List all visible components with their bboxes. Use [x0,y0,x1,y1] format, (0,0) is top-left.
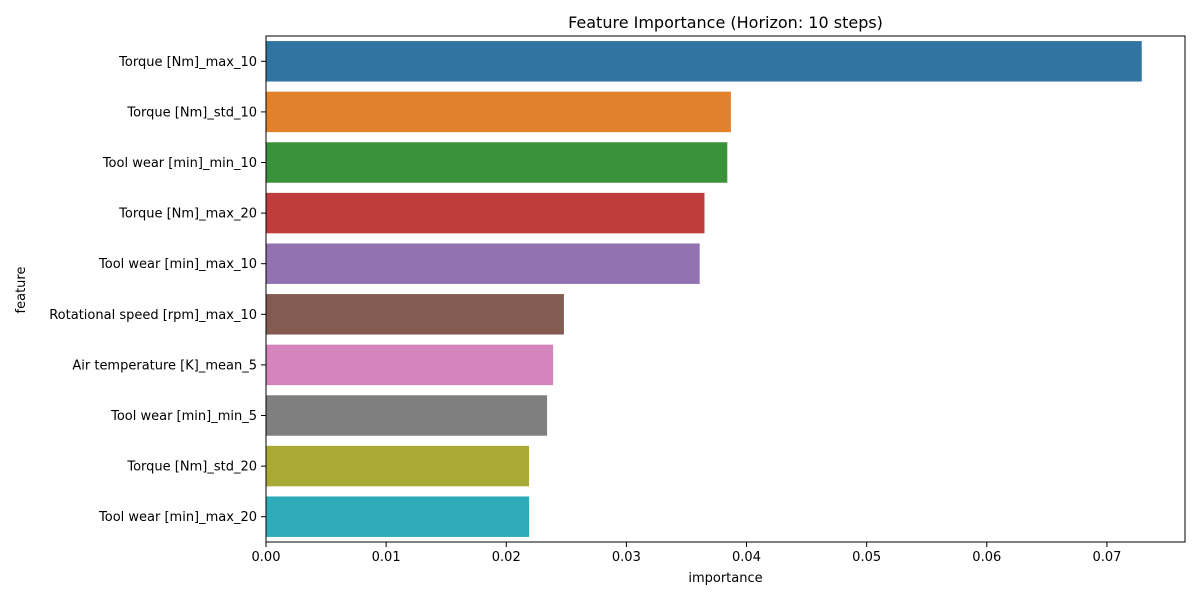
plot-border [265,35,1186,543]
bar-8 [266,445,530,487]
bar-3 [266,192,705,234]
y-tick-label: Torque [Nm]_max_10 [118,55,257,70]
bar-0 [266,41,1142,82]
y-tick-label: Torque [Nm]_max_20 [118,207,257,222]
x-tick-label: 0.05 [852,550,881,565]
x-tick-label: 0.04 [732,550,761,565]
y-ticks-layer: Torque [Nm]_max_10 Torque [Nm]_std_10 Tool… [49,55,266,525]
chart-title: Feature Importance (Horizon: 10 steps) [568,13,883,32]
y-tick-label: Air temperature [K]_mean_5 [72,358,257,373]
x-tick-label: 0.07 [1092,550,1121,565]
y-tick-label: Tool wear [min]_min_10 [102,156,257,171]
y-tick-label: Rotational speed [rpm]_max_10 [49,308,257,323]
axes-frame [265,35,1186,543]
bar-9 [266,496,530,537]
y-tick-label: Torque [Nm]_std_10 [126,105,257,120]
x-axis-label: importance [688,571,762,586]
x-tick-label: 0.06 [972,550,1001,565]
x-tick-label: 0.03 [612,550,641,565]
x-tick-label: 0.00 [252,550,281,565]
bar-2 [266,142,728,183]
x-tick-label: 0.01 [372,550,401,565]
bar-1 [266,91,731,133]
x-ticks-layer: 0.00 0.01 0.02 0.03 0.04 0.05 0.06 0.07 [252,542,1121,565]
x-tick-label: 0.02 [492,550,521,565]
bar-5 [266,294,564,335]
y-tick-label: Tool wear [min]_min_5 [110,409,257,424]
bar-6 [266,344,554,386]
y-axis-label: feature [14,267,29,314]
y-tick-label: Tool wear [min]_max_10 [98,257,257,272]
bar-4 [266,243,700,284]
bar-7 [266,395,548,436]
y-tick-label: Tool wear [min]_max_20 [98,510,257,525]
y-tick-label: Torque [Nm]_std_20 [126,460,257,475]
bars-layer [266,41,1142,537]
